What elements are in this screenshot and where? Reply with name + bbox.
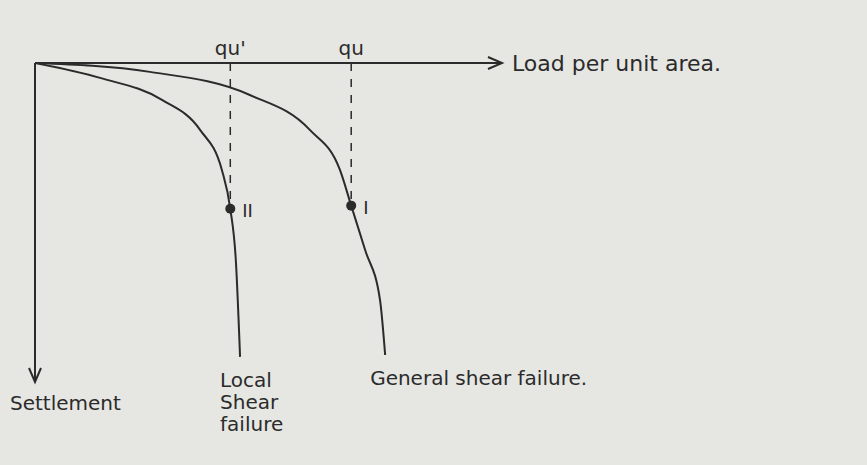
svg-text:Load per unit area.: Load per unit area. <box>512 51 721 76</box>
svg-text:I: I <box>363 197 368 218</box>
svg-text:General shear failure.: General shear failure. <box>370 366 587 390</box>
svg-text:qu: qu <box>339 36 364 60</box>
svg-text:LocalShearfailure: LocalShearfailure <box>220 368 283 436</box>
svg-text:qu': qu' <box>215 36 246 60</box>
svg-text:Settlement: Settlement <box>10 391 121 415</box>
svg-text:II: II <box>242 200 253 221</box>
